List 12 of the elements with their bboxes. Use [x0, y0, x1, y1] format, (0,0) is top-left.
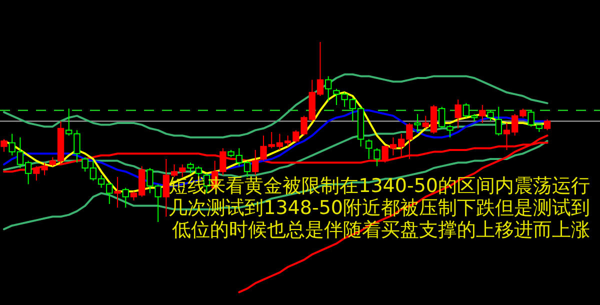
candlestick — [325, 76, 332, 102]
candlestick — [479, 104, 486, 124]
candlestick — [487, 110, 494, 122]
candlestick — [374, 148, 380, 167]
candlestick — [122, 187, 129, 208]
candlestick — [114, 176, 121, 208]
candlestick — [414, 114, 421, 132]
candlestick — [544, 118, 551, 131]
candlestick — [495, 106, 502, 136]
candlestick — [366, 138, 372, 160]
candlestick — [0, 138, 8, 152]
candlestick — [454, 99, 462, 129]
